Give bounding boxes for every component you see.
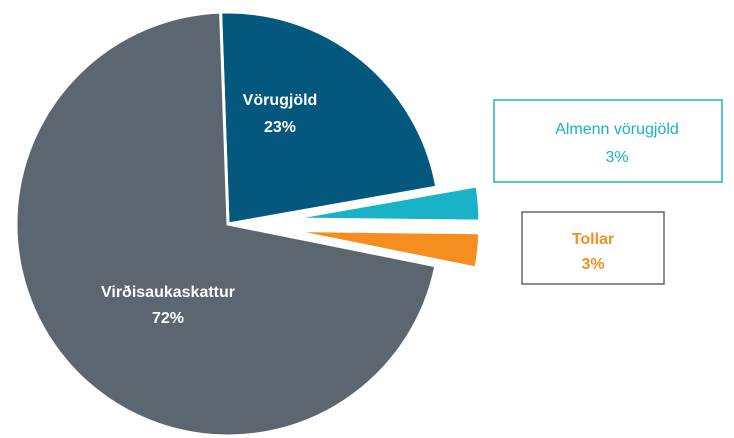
label-box xyxy=(521,211,665,285)
slice-value-label: 72% xyxy=(152,310,184,327)
pie-slice xyxy=(14,10,438,438)
slice-label: Virðisaukaskattur xyxy=(101,284,235,301)
slice-label: Vörugjöld xyxy=(243,92,318,109)
slice-value-label: 3% xyxy=(581,256,604,273)
pie-slice xyxy=(219,10,439,226)
slice-value-label: 23% xyxy=(264,119,296,136)
pie-slice xyxy=(289,229,482,270)
slice-label: Tollar xyxy=(572,231,614,248)
slice-label: Almenn vörugjöld xyxy=(555,121,679,138)
label-box xyxy=(493,99,723,183)
pie-slice xyxy=(289,184,482,223)
slice-value-label: 3% xyxy=(605,149,628,166)
